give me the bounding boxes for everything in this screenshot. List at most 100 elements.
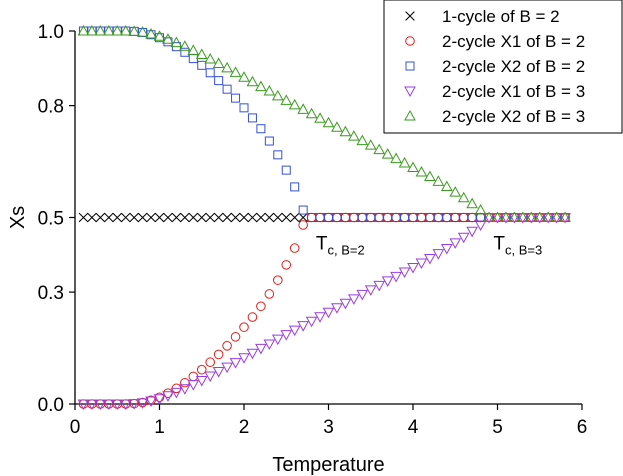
data-point — [263, 85, 276, 96]
data-point — [314, 312, 326, 323]
data-point — [339, 298, 352, 310]
data-point — [322, 116, 335, 128]
data-point — [162, 391, 174, 402]
data-point — [154, 212, 165, 223]
legend-marker — [405, 61, 415, 71]
data-point — [213, 349, 224, 360]
data-point — [349, 212, 359, 223]
data-point — [466, 226, 478, 238]
data-point — [457, 191, 470, 203]
data-point — [483, 211, 495, 222]
legend-marker — [405, 11, 415, 21]
data-point — [305, 316, 318, 328]
data-point — [180, 377, 190, 388]
data-point — [188, 54, 198, 64]
series-5 — [77, 24, 571, 222]
data-point — [390, 271, 402, 283]
data-point — [424, 254, 436, 265]
data-point — [357, 212, 368, 223]
legend-marker — [404, 86, 416, 98]
data-point — [440, 243, 453, 255]
data-point — [102, 24, 115, 36]
legend-label: 2-cycle X2 of B = 2 — [442, 57, 585, 76]
data-point — [432, 249, 445, 260]
x-tick-label: 5 — [492, 417, 503, 438]
x-tick-label: 1 — [154, 417, 165, 438]
data-point — [525, 211, 538, 222]
data-point — [373, 143, 386, 155]
data-point — [212, 57, 225, 68]
data-point — [238, 71, 250, 82]
data-point — [112, 212, 123, 223]
data-point — [322, 307, 335, 319]
data-point — [273, 150, 283, 160]
y-tick-label: 0.0 — [38, 395, 64, 416]
axis-titles: Temperature Xs — [7, 206, 385, 476]
data-point — [449, 186, 462, 197]
x-tick-label: 6 — [577, 417, 588, 438]
data-point — [263, 339, 276, 350]
data-point — [86, 399, 98, 411]
data-point — [119, 24, 132, 36]
data-point — [508, 211, 521, 222]
data-point — [281, 260, 292, 270]
data-point — [238, 353, 250, 364]
x-tick-label: 3 — [323, 417, 334, 438]
data-point — [179, 40, 191, 51]
data-point — [179, 384, 191, 395]
data-point — [136, 26, 149, 37]
data-point — [449, 238, 462, 249]
data-point — [204, 371, 217, 383]
data-point — [407, 161, 419, 173]
data-point — [297, 321, 309, 332]
data-point — [450, 212, 461, 223]
data-point — [340, 212, 351, 223]
data-point — [442, 212, 452, 223]
data-point — [298, 212, 308, 223]
data-point — [128, 25, 140, 36]
data-point — [239, 212, 249, 223]
data-point — [87, 212, 97, 223]
data-point — [289, 212, 300, 223]
data-point — [196, 212, 207, 223]
data-point — [550, 211, 563, 222]
data-point — [146, 212, 156, 223]
data-point — [315, 212, 325, 223]
data-point — [273, 275, 283, 285]
data-point — [180, 47, 190, 57]
data-point — [128, 399, 140, 410]
data-point — [290, 182, 300, 192]
data-point — [230, 332, 241, 342]
data-point — [424, 170, 436, 181]
data-point — [153, 30, 166, 41]
annotations: Tc, B=2 Tc, B=3 — [316, 234, 542, 258]
data-point — [256, 301, 266, 312]
y-tick-label: 1.0 — [38, 22, 64, 43]
data-point — [246, 348, 259, 360]
data-point — [433, 212, 444, 223]
data-point — [129, 212, 139, 223]
data-point — [120, 212, 131, 223]
data-point — [188, 212, 199, 223]
data-point — [457, 232, 470, 244]
data-point — [145, 27, 157, 39]
data-point — [205, 212, 215, 223]
data-point — [196, 364, 207, 375]
data-point — [154, 392, 165, 403]
data-point — [364, 285, 377, 296]
data-point — [195, 48, 208, 59]
data-point — [136, 398, 149, 409]
data-point — [214, 76, 224, 86]
annotation-main: T — [316, 234, 328, 255]
data-point — [247, 113, 257, 123]
data-point — [163, 212, 173, 223]
data-point — [170, 36, 183, 48]
data-point — [288, 98, 301, 110]
y-tick-label: 0.5 — [38, 209, 64, 230]
data-point — [180, 212, 190, 223]
data-point — [170, 387, 183, 399]
data-point — [212, 367, 225, 378]
data-point — [213, 212, 224, 223]
data-point — [222, 212, 232, 223]
legend-label: 2-cycle X1 of B = 3 — [442, 82, 585, 101]
